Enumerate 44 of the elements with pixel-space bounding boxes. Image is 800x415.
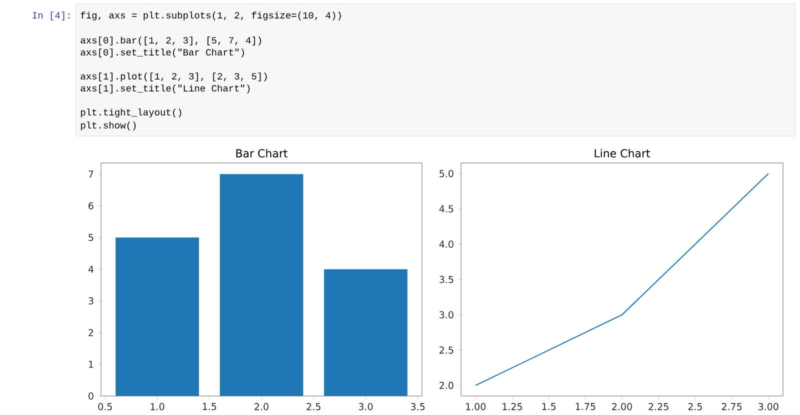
y-tick-label: 3.0 [440,311,454,318]
y-tick-label: 3.5 [440,276,454,284]
chart-title: Line Chart [594,148,650,158]
y-tick-label: 4.5 [439,205,454,212]
y-tick-label: 5 [88,234,94,242]
x-tick-label: 3.00 [758,403,778,410]
text: plt.tight_layout() [81,108,182,118]
bar [116,237,199,396]
y-tick-label: 0 [88,392,94,400]
y-tick-label: 7 [88,170,94,178]
y-tick-label: 6 [88,202,94,210]
x-tick-label: 1.5 [202,403,216,410]
x-tick-label: 2.0 [254,403,268,410]
text: axs[0].set_title("Bar Chart") [80,48,244,58]
text: In [4]: [32,12,70,20]
x-tick-label: 2.75 [722,403,742,410]
text: axs[1].plot([1, 2, 3], [2, 3, 5]) [80,72,267,82]
y-tick-label: 5.0 [440,170,454,178]
y-tick-label: 4.0 [439,240,454,248]
x-tick-label: 1.00 [466,403,486,410]
text: fig, axs = plt.subplots(1, 2, figsize=(10, 4)) [80,12,341,20]
y-tick-label: 4 [88,266,94,273]
x-tick-label: 1.5 [542,403,556,410]
x-tick-label: 2.25 [648,403,668,410]
x-tick-label: 2.5 [306,403,320,410]
x-tick-label: 2.5 [688,403,702,410]
x-tick-label: 1.75 [576,403,596,410]
bar [324,269,408,396]
text: axs[0].bar([1, 2, 3], [5, 7, 4]) [80,36,262,46]
x-tick-label: 0.5 [98,403,112,410]
x-tick-label: 3.0 [358,403,373,410]
y-tick-label: 1 [88,360,94,368]
x-tick-label: 1.25 [502,403,522,410]
x-tick-label: 2.00 [612,403,632,410]
x-tick-label: 1.0 [150,403,164,410]
chart-title: Bar Chart [236,148,288,158]
y-tick-label: 2.5 [440,346,454,354]
text: axs[1].set_title("Line Chart") [80,84,250,94]
y-tick-label: 3 [88,297,94,304]
x-tick-label: 3.5 [411,403,425,410]
text: plt.show() [81,122,136,130]
y-tick-label: 2.0 [440,382,454,390]
y-tick-label: 2 [88,329,94,336]
bar [220,174,304,396]
